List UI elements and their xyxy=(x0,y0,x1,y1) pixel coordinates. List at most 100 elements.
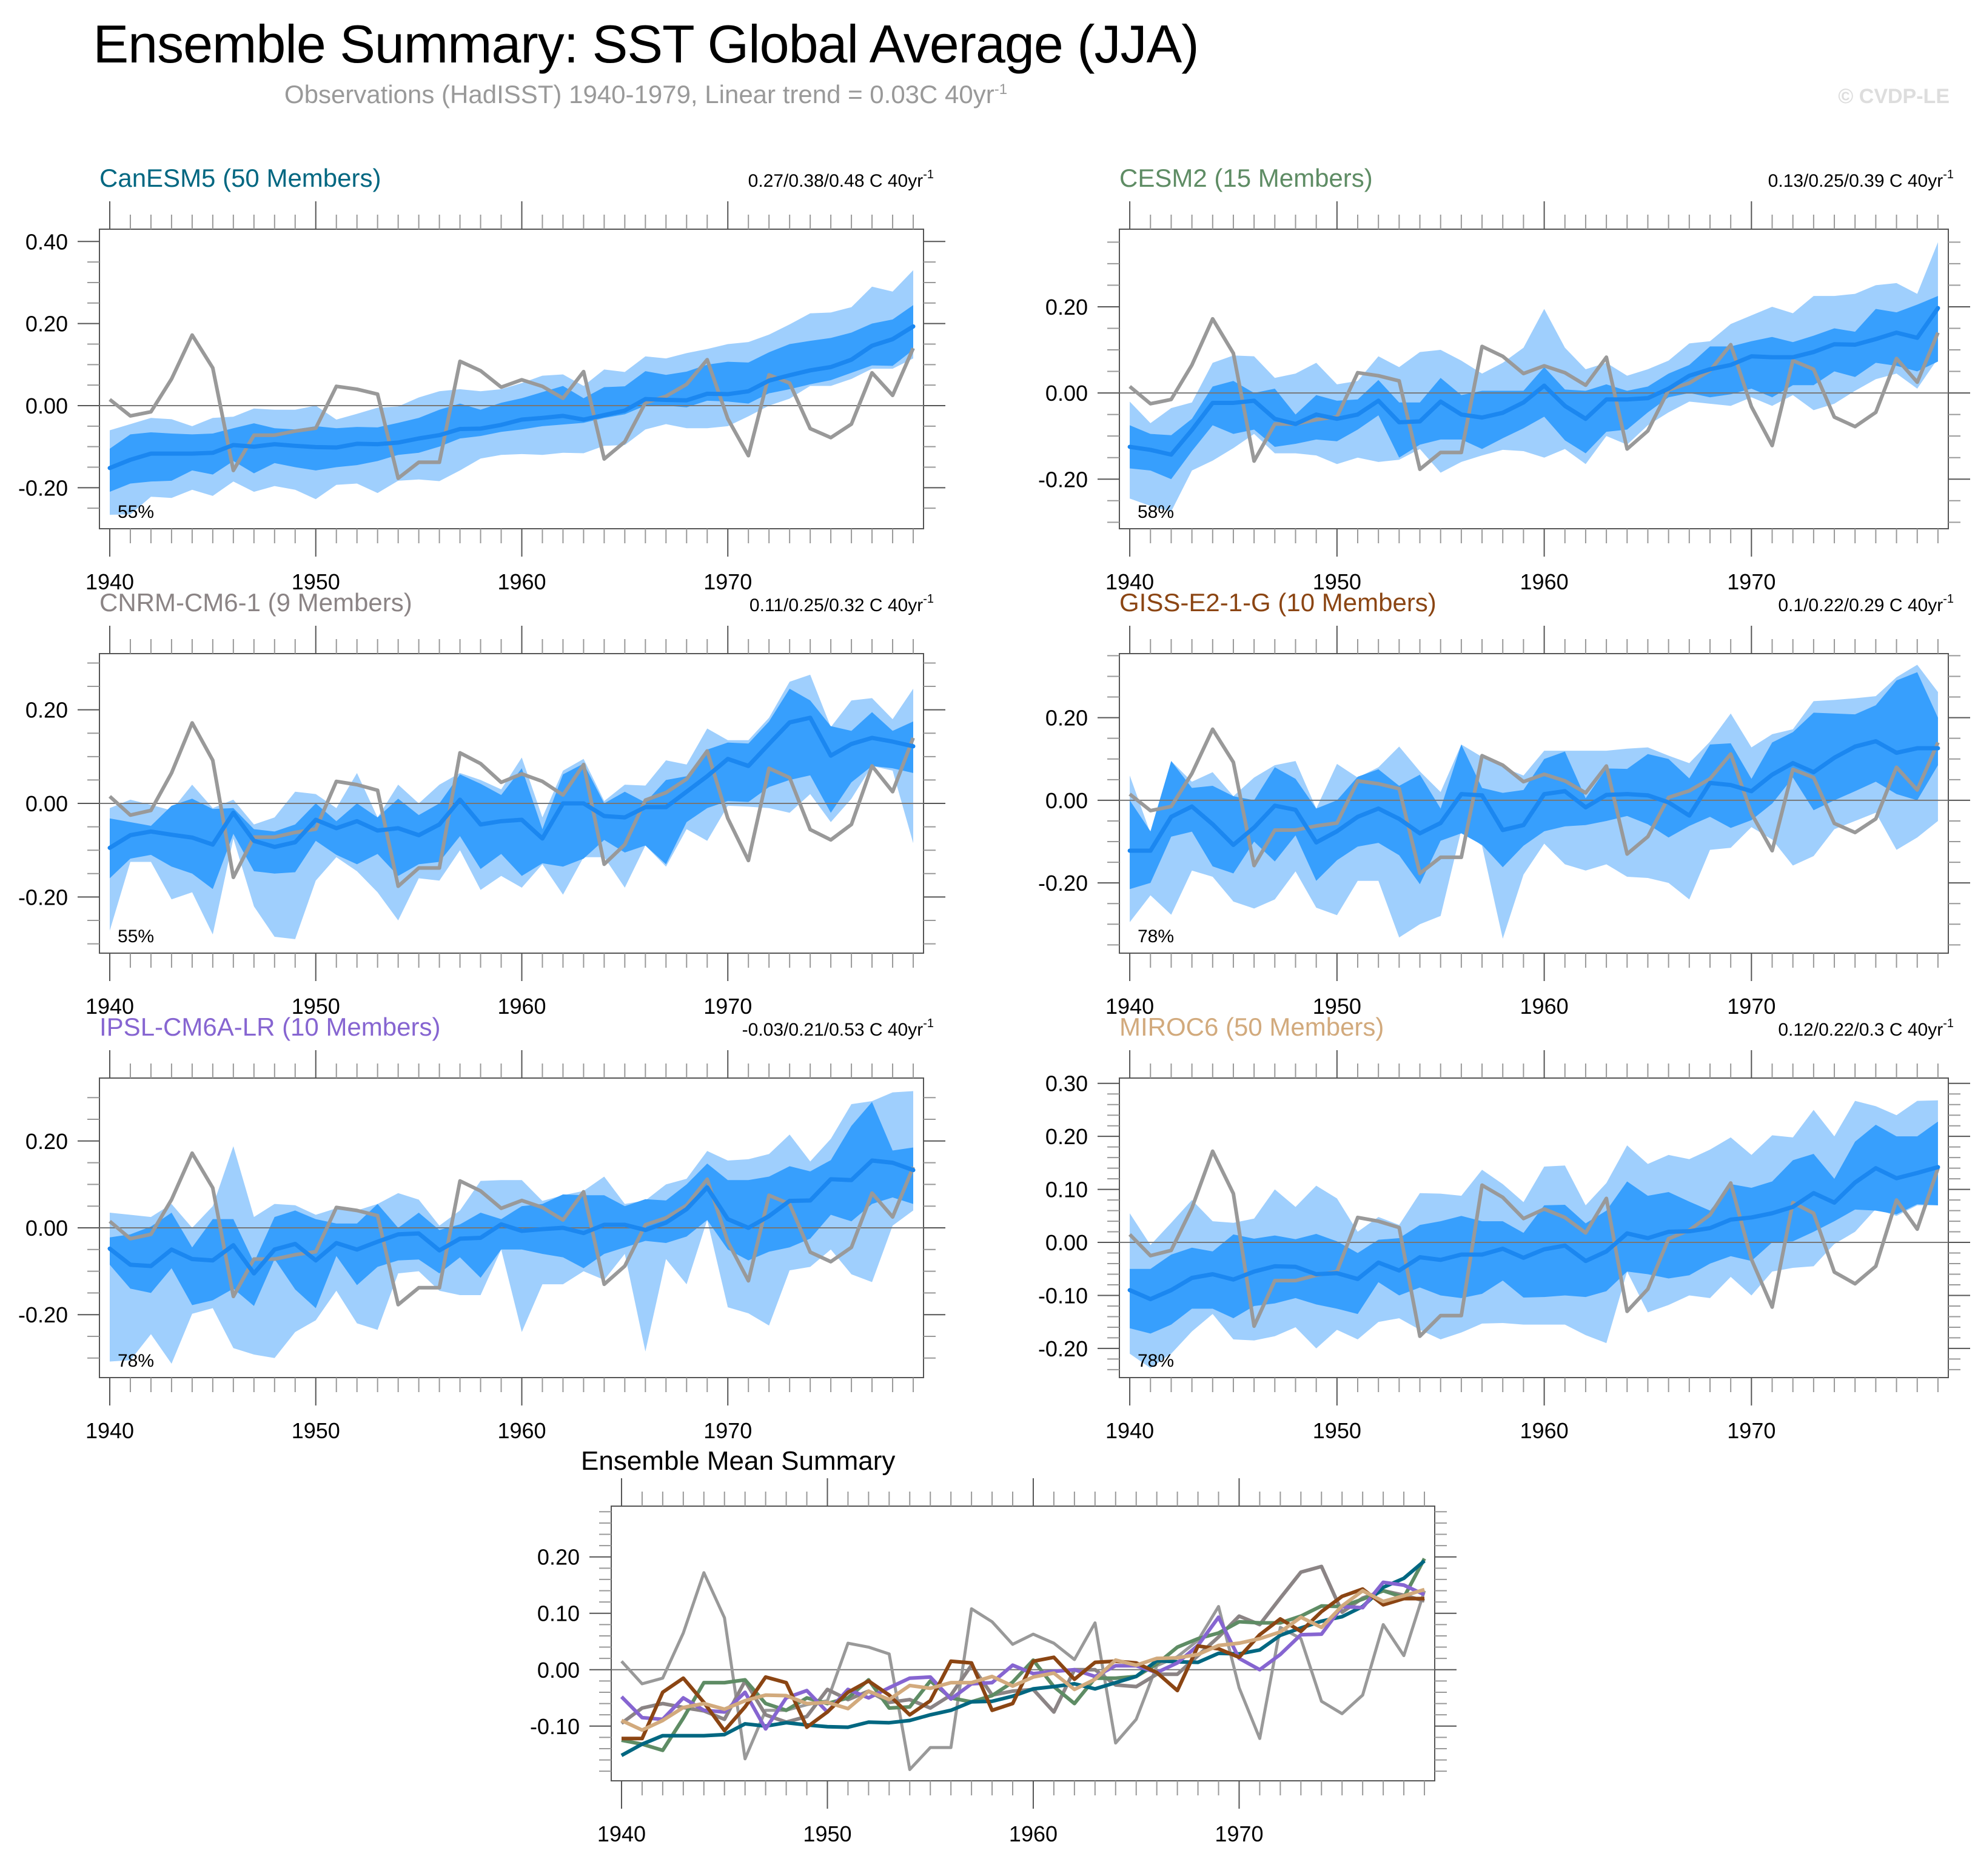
trend-value: 0.11/0.25/0.32 C 40yr xyxy=(749,595,923,615)
x-tick-label: 1960 xyxy=(497,994,546,1019)
percent-label: 78% xyxy=(1138,1351,1174,1371)
y-tick-label: 0.20 xyxy=(25,698,68,723)
ensemble-mean-line xyxy=(107,1158,916,1276)
copyright-label: © CVDP-LE xyxy=(1838,85,1950,108)
x-tick-label: 1960 xyxy=(1009,1821,1058,1846)
panel-title: CNRM-CM6-1 (9 Members) xyxy=(99,588,412,617)
x-tick-label: 1940 xyxy=(1105,569,1154,594)
y-tick-label: 0.00 xyxy=(1045,381,1088,406)
plot-area xyxy=(99,270,924,515)
x-tick-label: 1940 xyxy=(86,1418,134,1443)
x-tick-label: 1970 xyxy=(1727,569,1775,594)
ensemble-mean-line xyxy=(1127,739,1940,853)
y-tick-label: 0.20 xyxy=(25,1129,68,1154)
y-tick-label: 0.20 xyxy=(1045,1124,1088,1149)
panel-title: CanESM5 (50 Members) xyxy=(99,164,381,192)
x-tick-label: 1950 xyxy=(292,569,340,594)
trend-label: 0.27/0.38/0.48 C 40yr-1 xyxy=(748,168,934,191)
trend-label: -0.03/0.21/0.53 C 40yr-1 xyxy=(742,1017,934,1040)
observations-line xyxy=(109,1151,915,1307)
y-tick-label: -0.20 xyxy=(1038,1336,1088,1361)
observations-line xyxy=(108,721,915,888)
observations-line xyxy=(1128,1149,1940,1338)
y-tick-label: -0.20 xyxy=(18,1302,68,1327)
band-25-75 xyxy=(1130,1121,1938,1334)
plot-area xyxy=(99,1091,924,1364)
y-tick-label: 0.20 xyxy=(1045,295,1088,320)
trend-value: 0.12/0.22/0.3 C 40yr xyxy=(1778,1020,1943,1040)
x-tick-label: 1970 xyxy=(703,569,752,594)
y-tick-label: 0.00 xyxy=(25,394,68,418)
plot-area xyxy=(1119,665,1948,939)
y-tick-label: -0.20 xyxy=(1038,467,1088,492)
trend-superscript: -1 xyxy=(923,1017,934,1030)
summary-title: Ensemble Mean Summary xyxy=(581,1446,895,1476)
figure-title: Ensemble Summary: SST Global Average (JJ… xyxy=(93,14,1199,74)
x-tick-label: 1950 xyxy=(292,994,340,1019)
plot-area xyxy=(1119,242,1948,512)
panel-title: GISS-E2-1-G (10 Members) xyxy=(1119,588,1437,617)
subtitle-text: Observations (HadISST) 1940-1979, Linear… xyxy=(284,80,994,109)
plot-frame xyxy=(611,1506,1435,1781)
y-tick-label: 0.20 xyxy=(25,312,68,337)
observations-line xyxy=(1128,317,1940,471)
trend-label: 0.11/0.25/0.32 C 40yr-1 xyxy=(749,592,934,615)
percent-label: 55% xyxy=(118,502,154,522)
series-line-canesm5 xyxy=(620,1559,1426,1757)
x-tick-label: 1970 xyxy=(1215,1821,1263,1846)
subtitle-superscript: -1 xyxy=(994,81,1008,98)
x-tick-label: 1970 xyxy=(703,1418,752,1443)
y-tick-label: -0.20 xyxy=(18,885,68,910)
panel-ipsl-cm6a-lr: IPSL-CM6A-LR (10 Members) -0.03/0.21/0.53… xyxy=(18,1013,945,1443)
trend-value: 0.1/0.22/0.29 C 40yr xyxy=(1778,595,1943,615)
x-tick-label: 1950 xyxy=(1313,1418,1361,1443)
y-tick-label: -0.20 xyxy=(18,475,68,500)
x-tick-label: 1950 xyxy=(1313,569,1361,594)
x-tick-label: 1940 xyxy=(1105,994,1154,1019)
x-tick-label: 1970 xyxy=(1727,1418,1775,1443)
y-tick-label: -0.10 xyxy=(1038,1283,1088,1308)
trend-label: 0.1/0.22/0.29 C 40yr-1 xyxy=(1778,592,1954,615)
x-tick-label: 1970 xyxy=(1727,994,1775,1019)
trend-superscript: -1 xyxy=(923,168,934,181)
ensemble-mean-line xyxy=(1127,306,1940,457)
x-tick-label: 1950 xyxy=(292,1418,340,1443)
panel-giss-e2-1-g: GISS-E2-1-G (10 Members) 0.1/0.22/0.29 C … xyxy=(1038,588,1970,1019)
x-tick-label: 1940 xyxy=(86,994,134,1019)
panel-title: MIROC6 (50 Members) xyxy=(1119,1013,1384,1041)
x-tick-label: 1950 xyxy=(803,1821,851,1846)
trend-superscript: -1 xyxy=(1943,592,1954,606)
y-tick-label: -0.10 xyxy=(530,1714,580,1739)
figure-subtitle: Observations (HadISST) 1940-1979, Linear… xyxy=(0,80,1292,109)
x-tick-label: 1960 xyxy=(1520,1418,1569,1443)
band-25-75 xyxy=(109,688,914,889)
y-tick-label: 0.00 xyxy=(1045,788,1088,813)
ensemble-mean-line xyxy=(1127,1165,1940,1302)
panel-canesm5: CanESM5 (50 Members) 0.27/0.38/0.48 C 40y… xyxy=(18,164,945,594)
y-tick-label: -0.20 xyxy=(1038,871,1088,896)
trend-superscript: -1 xyxy=(1943,1017,1954,1030)
x-tick-label: 1950 xyxy=(1313,994,1361,1019)
y-tick-label: 0.10 xyxy=(1045,1178,1088,1202)
ensemble-mean-line xyxy=(107,324,916,471)
band-25-75 xyxy=(1130,296,1938,480)
y-tick-label: 0.30 xyxy=(1045,1071,1088,1096)
series-line-ipsl-cm6a-lr xyxy=(620,1580,1426,1731)
y-tick-label: 0.40 xyxy=(25,229,68,254)
trend-label: 0.13/0.25/0.39 C 40yr-1 xyxy=(1768,168,1954,191)
series-line-miroc6 xyxy=(620,1587,1425,1732)
x-tick-label: 1960 xyxy=(497,1418,546,1443)
x-tick-label: 1970 xyxy=(703,994,752,1019)
x-tick-label: 1960 xyxy=(497,569,546,594)
x-tick-label: 1940 xyxy=(597,1821,646,1846)
percent-label: 78% xyxy=(118,1351,154,1371)
panel-title: IPSL-CM6A-LR (10 Members) xyxy=(99,1013,440,1041)
ensemble-mean-line xyxy=(107,715,916,850)
trend-label: 0.12/0.22/0.3 C 40yr-1 xyxy=(1778,1017,1954,1040)
panel-title: CESM2 (15 Members) xyxy=(1119,164,1373,192)
percent-label: 58% xyxy=(1138,502,1174,522)
x-tick-label: 1960 xyxy=(1520,569,1569,594)
observations-line xyxy=(1128,727,1940,876)
band-10-90 xyxy=(1130,242,1938,512)
